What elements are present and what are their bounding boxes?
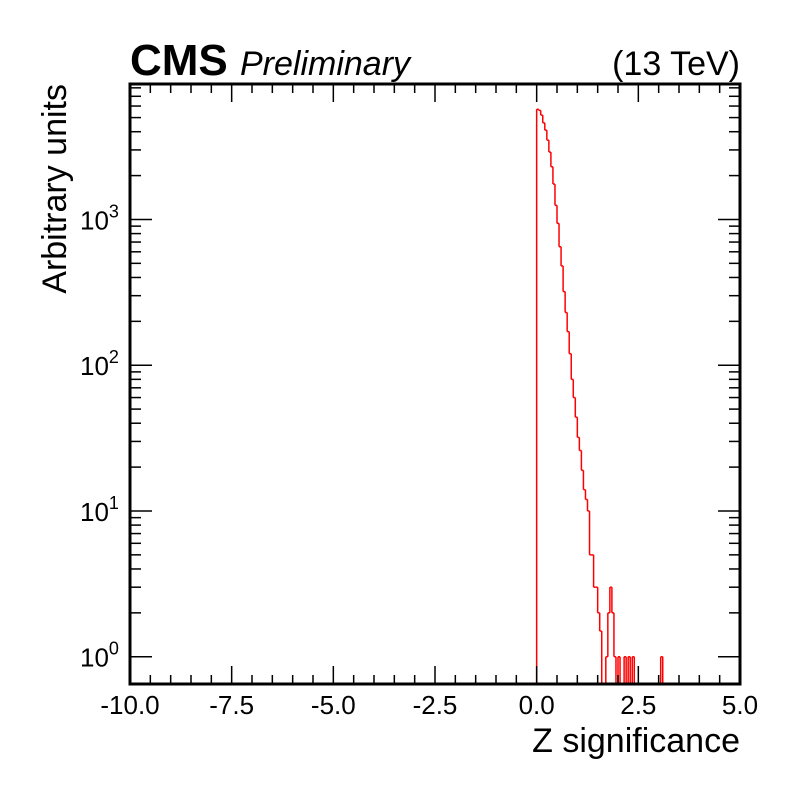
x-tick-label: -10.0 [100, 690, 159, 720]
x-axis-tick-labels: -10.0 -7.5 -5.0 -2.5 0.0 2.5 5.0 [100, 690, 758, 720]
x-tick-label: -7.5 [209, 690, 254, 720]
energy-label: (13 TeV) [612, 45, 740, 83]
y-tick-label: 102 [80, 347, 119, 381]
x-tick-label: -2.5 [413, 690, 458, 720]
status-label: Preliminary [240, 45, 412, 83]
y-tick-label: 100 [80, 639, 119, 673]
y-axis-tick-labels: 100 101 102 103 [80, 201, 119, 672]
x-axis-ticks [129, 84, 741, 684]
x-tick-label: 5.0 [722, 690, 758, 720]
plot-area [535, 108, 664, 685]
x-tick-label: -5.0 [311, 690, 356, 720]
y-axis-label: Arbitrary units [36, 84, 74, 294]
x-tick-label: 0.0 [519, 690, 555, 720]
x-tick-label: 2.5 [620, 690, 656, 720]
experiment-label: CMS [130, 36, 228, 85]
x-axis-label: Z significance [532, 722, 740, 760]
y-axis-ticks [130, 87, 740, 658]
y-tick-label: 103 [80, 201, 119, 235]
y-tick-label: 101 [80, 493, 119, 527]
plot-frame [128, 82, 742, 686]
